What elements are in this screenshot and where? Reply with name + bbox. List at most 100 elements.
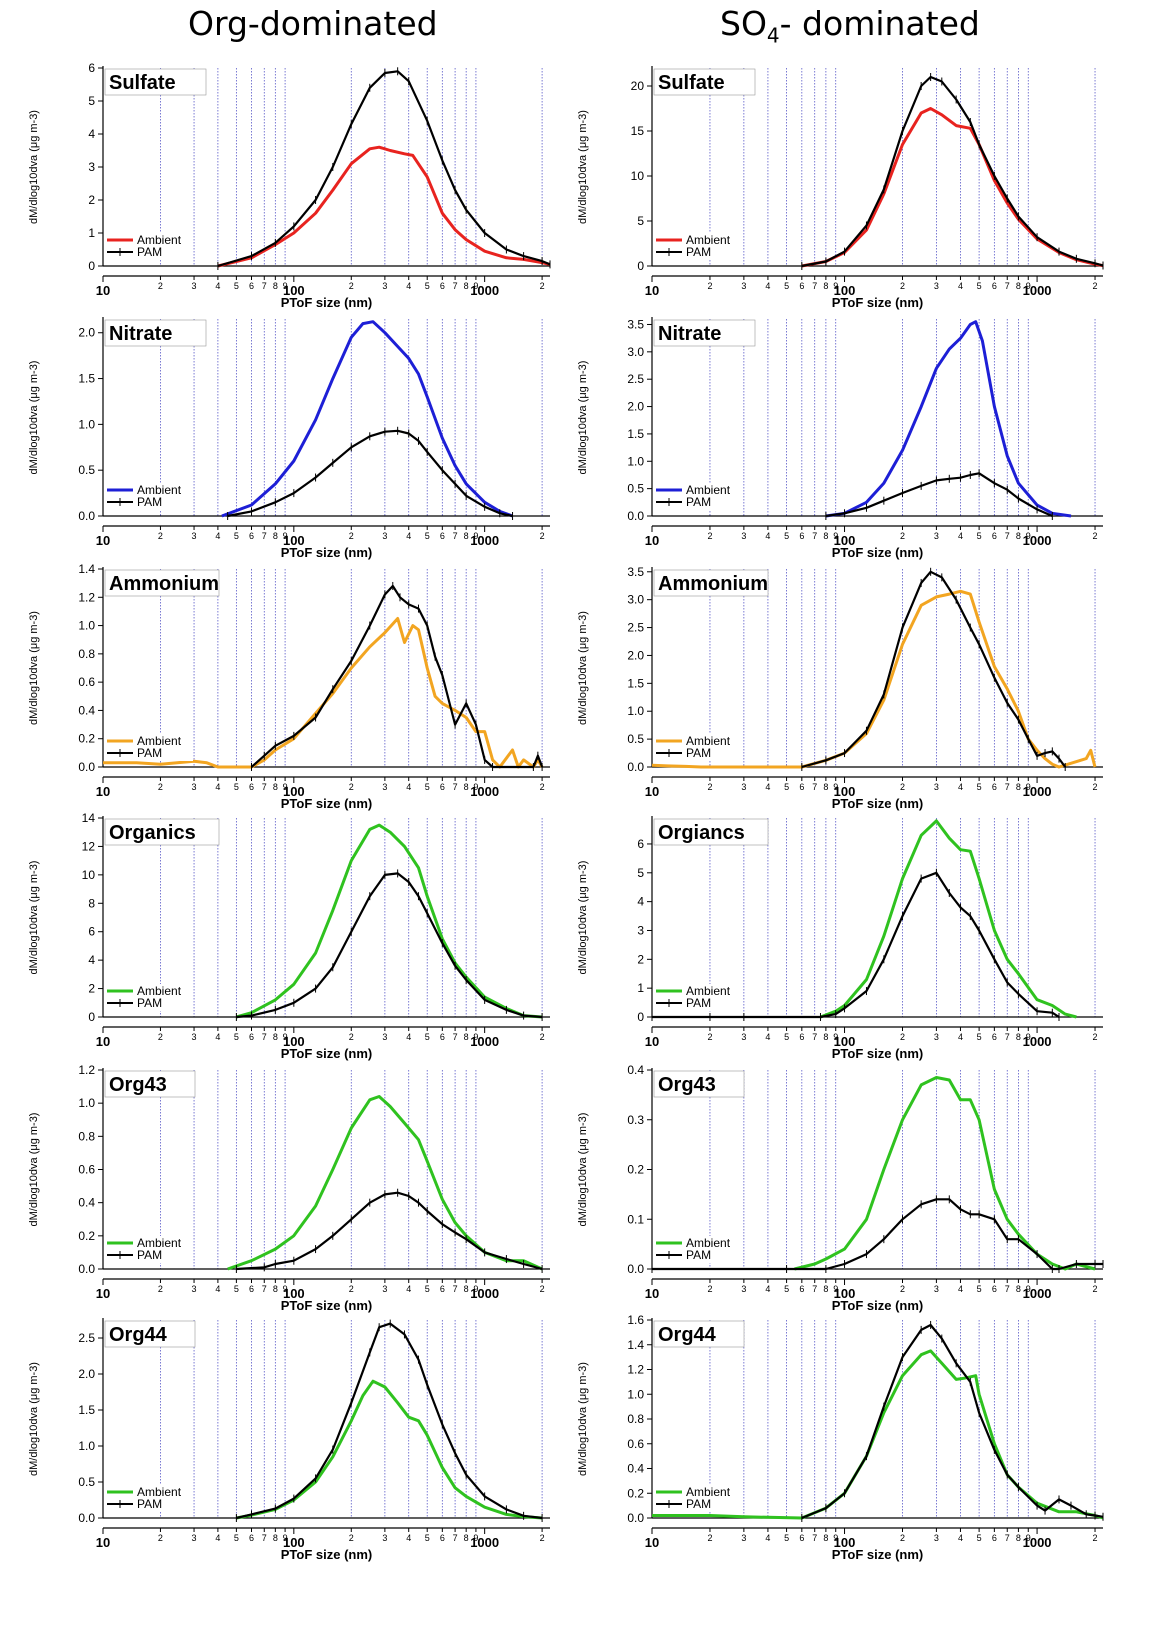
y-tick-label: 2 <box>88 982 95 996</box>
panel-title-box <box>104 1320 196 1348</box>
y-tick-label: 0.2 <box>627 1486 644 1500</box>
x-minor-tick-label: 4 <box>215 782 220 792</box>
x-minor-tick-label: 8 <box>464 782 469 792</box>
x-tick-label: 1000 <box>1023 1535 1052 1550</box>
x-minor-tick-label: 5 <box>784 1032 789 1042</box>
x-tick-label: 10 <box>96 1286 110 1301</box>
x-minor-tick-label: 9 <box>833 1032 838 1042</box>
x-minor-tick-label: 2 <box>1093 782 1098 792</box>
legend-label-ambient: Ambient <box>137 1236 182 1250</box>
x-minor-tick-label: 4 <box>406 782 411 792</box>
x-minor-tick-label: 3 <box>382 782 387 792</box>
x-minor-tick-label: 3 <box>741 1284 746 1294</box>
x-minor-tick-label: 9 <box>833 281 838 291</box>
x-minor-tick-label: 8 <box>823 531 828 541</box>
x-minor-tick-label: 8 <box>464 1032 469 1042</box>
x-minor-tick-label: 9 <box>1026 1284 1031 1294</box>
series-line-ambient <box>236 1379 543 1520</box>
x-minor-tick-label: 7 <box>453 281 458 291</box>
x-minor-tick-label: 5 <box>234 1284 239 1294</box>
x-minor-tick-label: 2 <box>707 782 712 792</box>
x-minor-tick-label: 9 <box>283 782 288 792</box>
x-tick-label: 100 <box>834 1535 856 1550</box>
panel-title-box <box>653 569 769 597</box>
x-minor-tick-label: 4 <box>765 1032 770 1042</box>
y-tick-label: 2 <box>637 952 644 966</box>
x-minor-tick-label: 6 <box>440 531 445 541</box>
x-minor-tick-label: 9 <box>473 531 478 541</box>
legend-label-pam: PAM <box>137 1497 162 1511</box>
x-minor-tick-label: 7 <box>812 1032 817 1042</box>
x-axis-label: PToF size (nm) <box>832 1298 923 1313</box>
x-tick-label: 10 <box>645 1286 659 1301</box>
y-tick-label: 0.5 <box>78 463 95 477</box>
x-minor-tick-label: 4 <box>765 531 770 541</box>
series-line-ambient <box>221 320 514 518</box>
x-minor-tick-label: 2 <box>1093 1032 1098 1042</box>
x-minor-tick-label: 2 <box>540 1533 545 1543</box>
x-minor-tick-label: 4 <box>406 1032 411 1042</box>
x-minor-tick-label: 7 <box>453 1284 458 1294</box>
x-axis-label: PToF size (nm) <box>281 545 372 560</box>
x-minor-tick-label: 7 <box>1005 281 1010 291</box>
panel-title: Org44 <box>658 1324 717 1346</box>
y-tick-label: 1.5 <box>627 427 644 441</box>
series-line-pam <box>801 75 1104 268</box>
x-minor-tick-label: 3 <box>382 531 387 541</box>
x-minor-tick-label: 2 <box>540 1032 545 1042</box>
x-minor-tick-label: 5 <box>977 1533 982 1543</box>
x-tick-label: 1000 <box>1023 1034 1052 1049</box>
series-line-ambient <box>819 819 1077 1019</box>
x-minor-tick-label: 5 <box>784 1533 789 1543</box>
series-line-pam <box>801 570 1067 769</box>
x-minor-tick-label: 3 <box>741 281 746 291</box>
panel-title-box <box>653 319 756 347</box>
x-minor-tick-label: 8 <box>823 281 828 291</box>
x-tick-label: 1000 <box>470 533 499 548</box>
y-tick-label: 0.0 <box>627 1262 644 1276</box>
y-tick-label: 0.4 <box>78 703 95 717</box>
y-tick-label: 0.0 <box>78 1262 95 1276</box>
x-minor-tick-label: 3 <box>192 531 197 541</box>
x-minor-tick-label: 5 <box>425 782 430 792</box>
x-minor-tick-label: 2 <box>1093 1284 1098 1294</box>
y-tick-label: 3.5 <box>627 317 644 331</box>
x-minor-tick-label: 9 <box>473 1032 478 1042</box>
x-minor-tick-label: 4 <box>215 281 220 291</box>
y-tick-label: 1.5 <box>78 372 95 386</box>
y-tick-label: 0 <box>637 1010 644 1024</box>
x-minor-tick-label: 4 <box>958 1032 963 1042</box>
x-minor-tick-label: 4 <box>958 782 963 792</box>
x-tick-label: 100 <box>834 533 856 548</box>
panel-title-box <box>653 1320 745 1348</box>
y-tick-label: 2.5 <box>627 372 644 386</box>
y-tick-label: 3.5 <box>627 565 644 579</box>
x-minor-tick-label: 5 <box>234 531 239 541</box>
legend-label-pam: PAM <box>686 996 711 1010</box>
x-tick-label: 100 <box>283 1286 305 1301</box>
y-tick-label: 0.3 <box>627 1113 644 1127</box>
right-title-main: SO <box>720 4 767 43</box>
series-line-pam <box>652 1198 1103 1271</box>
legend-label-ambient: Ambient <box>137 233 182 247</box>
y-tick-label: 1.0 <box>627 454 644 468</box>
y-tick-label: 4 <box>88 127 95 141</box>
series-line-pam <box>236 1191 543 1271</box>
x-minor-tick-label: 5 <box>234 1032 239 1042</box>
legend-label-ambient: Ambient <box>686 233 731 247</box>
x-tick-label: 100 <box>834 1286 856 1301</box>
y-tick-label: 1 <box>88 226 95 240</box>
x-minor-tick-label: 8 <box>1016 1284 1021 1294</box>
x-minor-tick-label: 6 <box>799 1533 804 1543</box>
x-minor-tick-label: 7 <box>453 1533 458 1543</box>
x-minor-tick-label: 4 <box>215 1284 220 1294</box>
x-minor-tick-label: 7 <box>812 1284 817 1294</box>
x-axis-label: PToF size (nm) <box>281 796 372 811</box>
x-minor-tick-label: 3 <box>934 1284 939 1294</box>
x-minor-tick-label: 2 <box>900 531 905 541</box>
x-minor-tick-label: 9 <box>283 1533 288 1543</box>
x-minor-tick-label: 6 <box>799 281 804 291</box>
y-tick-label: 0 <box>637 259 644 273</box>
